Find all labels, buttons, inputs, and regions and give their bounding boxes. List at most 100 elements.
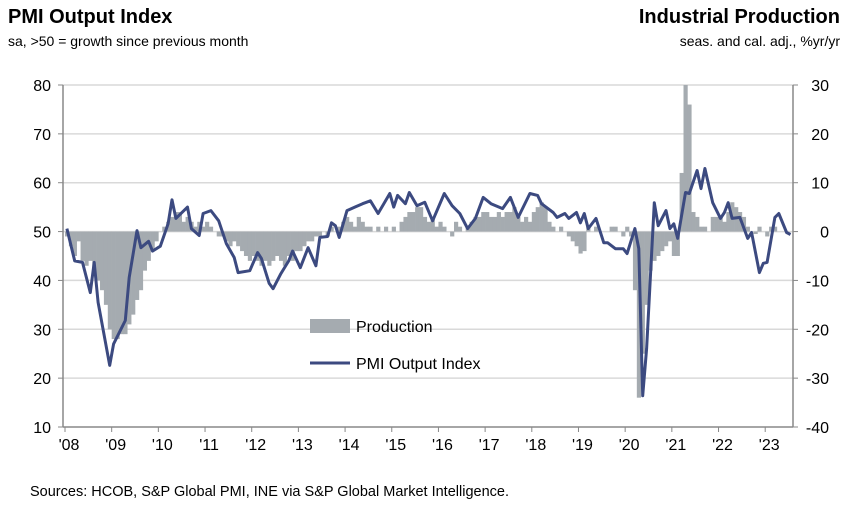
left-tick-label: 30 <box>33 322 51 339</box>
x-tick-label: '09 <box>105 437 126 454</box>
x-tick-label: '12 <box>245 437 266 454</box>
production-bar <box>702 226 708 232</box>
production-bar <box>267 231 272 266</box>
production-bar <box>442 226 447 232</box>
production-bar <box>531 212 536 232</box>
production-bar <box>115 231 120 340</box>
production-bar <box>259 231 264 266</box>
production-bar <box>154 231 159 242</box>
production-bar <box>352 226 358 232</box>
production-bar <box>543 207 548 232</box>
production-bar <box>679 172 684 232</box>
x-tick-label: '14 <box>339 437 360 454</box>
production-bar <box>691 212 696 232</box>
production-bar <box>150 231 155 252</box>
x-tick-label: '10 <box>152 437 173 454</box>
production-bar <box>142 231 147 271</box>
left-tick-label: 50 <box>33 225 51 242</box>
production-bar <box>695 216 700 232</box>
production-bar <box>290 231 295 261</box>
x-tick-label: '18 <box>525 437 546 454</box>
production-bar <box>240 231 245 252</box>
production-bar <box>609 226 614 232</box>
production-bar <box>594 226 599 232</box>
production-bar <box>481 212 486 232</box>
production-bar <box>769 226 774 232</box>
production-bar <box>664 231 669 247</box>
right-subtitle: seas. and cal. adj., %yr/yr <box>679 33 840 49</box>
production-bar <box>726 212 731 232</box>
right-tick-label: 20 <box>811 127 829 144</box>
production-bar <box>251 231 256 256</box>
production-bar <box>675 231 680 256</box>
production-bar <box>111 231 116 340</box>
production-bar <box>454 221 459 232</box>
production-bar <box>656 231 661 256</box>
production-bar <box>426 221 431 232</box>
production-bar <box>135 231 140 300</box>
x-tick-label: '15 <box>385 437 406 454</box>
production-bar <box>625 226 630 232</box>
x-tick-label: '20 <box>619 437 640 454</box>
production-bar <box>621 231 626 237</box>
production-bar <box>337 226 342 232</box>
left-subtitle: sa, >50 = growth since previous month <box>8 33 249 49</box>
production-bar <box>310 231 315 242</box>
production-bar <box>469 221 474 232</box>
production-bar <box>485 212 490 232</box>
production-bar <box>516 216 521 232</box>
production-bar <box>313 231 319 237</box>
x-tick-label: '16 <box>432 437 453 454</box>
production-bar <box>84 231 89 266</box>
production-bar <box>434 226 439 232</box>
production-bar <box>418 207 424 232</box>
right-tick-label: -10 <box>806 273 829 290</box>
production-bar <box>181 221 186 232</box>
production-bar <box>547 221 552 232</box>
production-bar <box>92 231 97 276</box>
production-bar <box>403 216 408 232</box>
production-bar <box>360 221 365 232</box>
production-bar <box>667 231 673 242</box>
left-tick-label: 80 <box>33 78 51 95</box>
production-bar <box>131 231 136 315</box>
left-tick-label: 10 <box>33 420 51 437</box>
production-bar <box>551 226 556 232</box>
production-bar <box>473 216 478 232</box>
production-bar <box>247 231 253 261</box>
x-tick-label: '11 <box>199 437 219 454</box>
production-bar <box>228 231 233 247</box>
production-bar <box>629 231 634 237</box>
production-bar <box>185 216 190 232</box>
production-bar <box>524 216 529 232</box>
production-bar <box>146 231 151 261</box>
production-bar <box>411 212 416 232</box>
production-bar <box>376 226 381 232</box>
production-bar <box>177 212 182 232</box>
production-bar <box>391 226 396 232</box>
production-bar <box>399 221 404 232</box>
production-bar <box>415 207 420 232</box>
production-bar <box>317 231 323 237</box>
x-tick-label: '08 <box>59 437 80 454</box>
production-bar <box>520 221 525 232</box>
left-tick-label: 70 <box>33 127 51 144</box>
legend-pmi-label: PMI Output Index <box>356 356 481 373</box>
right-tick-label: -20 <box>806 322 829 339</box>
production-bar <box>765 231 770 237</box>
production-bar <box>745 226 750 232</box>
production-bar <box>368 226 373 232</box>
production-bar <box>457 226 463 232</box>
production-bar <box>306 231 311 242</box>
x-tick-label: '13 <box>292 437 313 454</box>
production-bar <box>103 231 109 305</box>
production-bar <box>640 231 645 354</box>
source-note: Sources: HCOB, S&P Global PMI, INE via S… <box>30 484 509 500</box>
production-bar <box>710 216 715 232</box>
production-bar <box>559 226 564 232</box>
production-bar <box>232 231 237 242</box>
production-bar <box>348 221 354 232</box>
production-bar <box>718 216 723 232</box>
